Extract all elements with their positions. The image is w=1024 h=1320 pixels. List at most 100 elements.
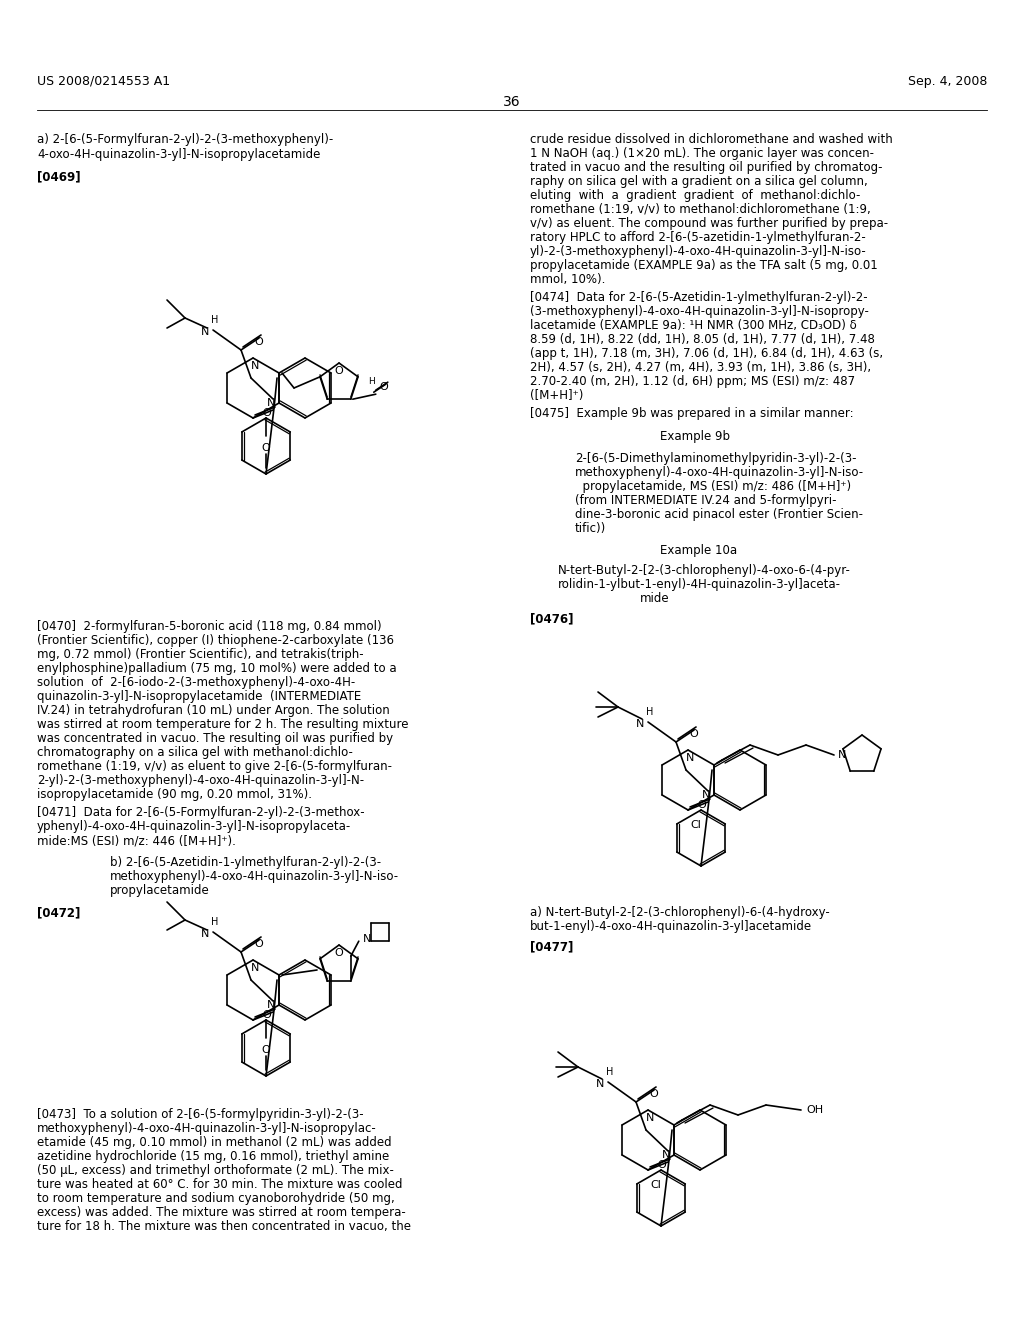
Text: N: N <box>596 1078 604 1089</box>
Text: O: O <box>255 939 263 949</box>
Text: chromatography on a silica gel with methanol:dichlo-: chromatography on a silica gel with meth… <box>37 746 353 759</box>
Text: O: O <box>697 800 707 810</box>
Text: mide:MS (ESI) m/z: 446 ([M+H]⁺).: mide:MS (ESI) m/z: 446 ([M+H]⁺). <box>37 834 236 847</box>
Text: [0474]  Data for 2-[6-(5-Azetidin-1-ylmethylfuran-2-yl)-2-: [0474] Data for 2-[6-(5-Azetidin-1-ylmet… <box>530 290 867 304</box>
Text: (Frontier Scientific), copper (I) thiophene-2-carboxylate (136: (Frontier Scientific), copper (I) thioph… <box>37 634 394 647</box>
Text: raphy on silica gel with a gradient on a silica gel column,: raphy on silica gel with a gradient on a… <box>530 176 867 187</box>
Text: Sep. 4, 2008: Sep. 4, 2008 <box>907 75 987 88</box>
Text: yl)-2-(3-methoxyphenyl)-4-oxo-4H-quinazolin-3-yl]-N-iso-: yl)-2-(3-methoxyphenyl)-4-oxo-4H-quinazo… <box>530 246 866 257</box>
Text: US 2008/0214553 A1: US 2008/0214553 A1 <box>37 75 170 88</box>
Text: rolidin-1-ylbut-1-enyl)-4H-quinazolin-3-yl]aceta-: rolidin-1-ylbut-1-enyl)-4H-quinazolin-3-… <box>558 578 841 591</box>
Text: N: N <box>662 1150 670 1160</box>
Text: [0476]: [0476] <box>530 612 573 624</box>
Text: N: N <box>251 360 259 371</box>
Text: N: N <box>251 964 259 973</box>
Text: 36: 36 <box>503 95 521 110</box>
Text: solution  of  2-[6-iodo-2-(3-methoxyphenyl)-4-oxo-4H-: solution of 2-[6-iodo-2-(3-methoxyphenyl… <box>37 676 355 689</box>
Text: methoxyphenyl)-4-oxo-4H-quinazolin-3-yl]-N-iso-: methoxyphenyl)-4-oxo-4H-quinazolin-3-yl]… <box>575 466 864 479</box>
Text: N: N <box>646 1113 654 1123</box>
Text: to room temperature and sodium cyanoborohydride (50 mg,: to room temperature and sodium cyanoboro… <box>37 1192 394 1205</box>
Text: lacetamide (EXAMPLE 9a): ¹H NMR (300 MHz, CD₃OD) δ: lacetamide (EXAMPLE 9a): ¹H NMR (300 MHz… <box>530 319 857 333</box>
Text: eluting  with  a  gradient  gradient  of  methanol:dichlo-: eluting with a gradient gradient of meth… <box>530 189 860 202</box>
Text: trated in vacuo and the resulting oil purified by chromatog-: trated in vacuo and the resulting oil pu… <box>530 161 883 174</box>
Text: ture was heated at 60° C. for 30 min. The mixture was cooled: ture was heated at 60° C. for 30 min. Th… <box>37 1177 402 1191</box>
Text: 2H), 4.57 (s, 2H), 4.27 (m, 4H), 3.93 (m, 1H), 3.86 (s, 3H),: 2H), 4.57 (s, 2H), 4.27 (m, 4H), 3.93 (m… <box>530 360 871 374</box>
Text: 1 N NaOH (aq.) (1×20 mL). The organic layer was concen-: 1 N NaOH (aq.) (1×20 mL). The organic la… <box>530 147 874 160</box>
Text: N: N <box>636 719 644 729</box>
Text: [0472]: [0472] <box>37 906 80 919</box>
Text: [0471]  Data for 2-[6-(5-Formylfuran-2-yl)-2-(3-methox-: [0471] Data for 2-[6-(5-Formylfuran-2-yl… <box>37 807 365 818</box>
Text: v/v) as eluent. The compound was further purified by prepa-: v/v) as eluent. The compound was further… <box>530 216 888 230</box>
Text: was concentrated in vacuo. The resulting oil was purified by: was concentrated in vacuo. The resulting… <box>37 733 393 744</box>
Text: H: H <box>211 315 219 325</box>
Text: 2-[6-(5-Dimethylaminomethylpyridin-3-yl)-2-(3-: 2-[6-(5-Dimethylaminomethylpyridin-3-yl)… <box>575 451 856 465</box>
Text: ture for 18 h. The mixture was then concentrated in vacuo, the: ture for 18 h. The mixture was then conc… <box>37 1220 411 1233</box>
Text: O: O <box>263 408 271 418</box>
Text: Example 10a: Example 10a <box>660 544 737 557</box>
Text: O: O <box>262 1045 270 1055</box>
Text: O: O <box>649 1089 658 1100</box>
Text: O: O <box>262 444 270 453</box>
Text: N: N <box>267 1001 275 1010</box>
Text: excess) was added. The mixture was stirred at room tempera-: excess) was added. The mixture was stirr… <box>37 1206 406 1218</box>
Text: [0469]: [0469] <box>37 170 81 183</box>
Text: [0477]: [0477] <box>530 940 573 953</box>
Text: O: O <box>255 337 263 347</box>
Text: (from INTERMEDIATE IV.24 and 5-formylpyri-: (from INTERMEDIATE IV.24 and 5-formylpyr… <box>575 494 837 507</box>
Text: methoxyphenyl)-4-oxo-4H-quinazolin-3-yl]-N-iso-: methoxyphenyl)-4-oxo-4H-quinazolin-3-yl]… <box>110 870 399 883</box>
Text: propylacetamide: propylacetamide <box>110 884 210 898</box>
Text: propylacetamide, MS (ESI) m/z: 486 ([M+H]⁺): propylacetamide, MS (ESI) m/z: 486 ([M+H… <box>575 480 851 492</box>
Text: N: N <box>686 752 694 763</box>
Text: mg, 0.72 mmol) (Frontier Scientific), and tetrakis(triph-: mg, 0.72 mmol) (Frontier Scientific), an… <box>37 648 364 661</box>
Text: azetidine hydrochloride (15 mg, 0.16 mmol), triethyl amine: azetidine hydrochloride (15 mg, 0.16 mmo… <box>37 1150 389 1163</box>
Text: ratory HPLC to afford 2-[6-(5-azetidin-1-ylmethylfuran-2-: ratory HPLC to afford 2-[6-(5-azetidin-1… <box>530 231 865 244</box>
Text: yphenyl)-4-oxo-4H-quinazolin-3-yl]-N-isopropylaceta-: yphenyl)-4-oxo-4H-quinazolin-3-yl]-N-iso… <box>37 820 351 833</box>
Text: propylacetamide (EXAMPLE 9a) as the TFA salt (5 mg, 0.01: propylacetamide (EXAMPLE 9a) as the TFA … <box>530 259 878 272</box>
Text: O: O <box>657 1160 667 1170</box>
Text: H: H <box>606 1067 613 1077</box>
Text: mide: mide <box>640 591 670 605</box>
Text: H: H <box>646 708 653 717</box>
Text: [0470]  2-formylfuran-5-boronic acid (118 mg, 0.84 mmol): [0470] 2-formylfuran-5-boronic acid (118… <box>37 620 382 634</box>
Text: enylphosphine)palladium (75 mg, 10 mol%) were added to a: enylphosphine)palladium (75 mg, 10 mol%)… <box>37 663 396 675</box>
Text: isopropylacetamide (90 mg, 0.20 mmol, 31%).: isopropylacetamide (90 mg, 0.20 mmol, 31… <box>37 788 312 801</box>
Text: N: N <box>267 399 275 408</box>
Text: N: N <box>701 789 711 800</box>
Text: 4-oxo-4H-quinazolin-3-yl]-N-isopropylacetamide: 4-oxo-4H-quinazolin-3-yl]-N-isopropylace… <box>37 148 321 161</box>
Text: b) 2-[6-(5-Azetidin-1-ylmethylfuran-2-yl)-2-(3-: b) 2-[6-(5-Azetidin-1-ylmethylfuran-2-yl… <box>110 855 381 869</box>
Text: Cl: Cl <box>690 820 701 830</box>
Text: O: O <box>263 1010 271 1020</box>
Text: N-tert-Butyl-2-[2-(3-chlorophenyl)-4-oxo-6-(4-pyr-: N-tert-Butyl-2-[2-(3-chlorophenyl)-4-oxo… <box>558 564 851 577</box>
Text: Cl: Cl <box>650 1180 662 1191</box>
Text: 2.70-2.40 (m, 2H), 1.12 (d, 6H) ppm; MS (ESI) m/z: 487: 2.70-2.40 (m, 2H), 1.12 (d, 6H) ppm; MS … <box>530 375 855 388</box>
Text: but-1-enyl)-4-oxo-4H-quinazolin-3-yl]acetamide: but-1-enyl)-4-oxo-4H-quinazolin-3-yl]ace… <box>530 920 812 933</box>
Text: OH: OH <box>807 1105 823 1115</box>
Text: H: H <box>369 376 375 385</box>
Text: 8.59 (d, 1H), 8.22 (dd, 1H), 8.05 (d, 1H), 7.77 (d, 1H), 7.48: 8.59 (d, 1H), 8.22 (dd, 1H), 8.05 (d, 1H… <box>530 333 874 346</box>
Text: H: H <box>211 917 219 927</box>
Text: [0475]  Example 9b was prepared in a similar manner:: [0475] Example 9b was prepared in a simi… <box>530 407 854 420</box>
Text: etamide (45 mg, 0.10 mmol) in methanol (2 mL) was added: etamide (45 mg, 0.10 mmol) in methanol (… <box>37 1137 391 1148</box>
Text: N: N <box>201 929 209 939</box>
Text: 2-yl)-2-(3-methoxyphenyl)-4-oxo-4H-quinazolin-3-yl]-N-: 2-yl)-2-(3-methoxyphenyl)-4-oxo-4H-quina… <box>37 774 365 787</box>
Text: mmol, 10%).: mmol, 10%). <box>530 273 605 286</box>
Text: Example 9b: Example 9b <box>660 430 730 444</box>
Text: N: N <box>362 935 371 944</box>
Text: (app t, 1H), 7.18 (m, 3H), 7.06 (d, 1H), 6.84 (d, 1H), 4.63 (s,: (app t, 1H), 7.18 (m, 3H), 7.06 (d, 1H),… <box>530 347 883 360</box>
Text: (50 μL, excess) and trimethyl orthoformate (2 mL). The mix-: (50 μL, excess) and trimethyl orthoforma… <box>37 1164 394 1177</box>
Text: tific)): tific)) <box>575 521 606 535</box>
Text: romethane (1:19, v/v) as eluent to give 2-[6-(5-formylfuran-: romethane (1:19, v/v) as eluent to give … <box>37 760 392 774</box>
Text: (3-methoxyphenyl)-4-oxo-4H-quinazolin-3-yl]-N-isopropy-: (3-methoxyphenyl)-4-oxo-4H-quinazolin-3-… <box>530 305 869 318</box>
Text: IV.24) in tetrahydrofuran (10 mL) under Argon. The solution: IV.24) in tetrahydrofuran (10 mL) under … <box>37 704 390 717</box>
Text: N: N <box>838 750 846 760</box>
Text: quinazolin-3-yl]-N-isopropylacetamide  (INTERMEDIATE: quinazolin-3-yl]-N-isopropylacetamide (I… <box>37 690 361 704</box>
Text: ([M+H]⁺): ([M+H]⁺) <box>530 389 584 403</box>
Text: O: O <box>689 729 698 739</box>
Text: a) N-tert-Butyl-2-[2-(3-chlorophenyl)-6-(4-hydroxy-: a) N-tert-Butyl-2-[2-(3-chlorophenyl)-6-… <box>530 906 829 919</box>
Text: O: O <box>335 948 343 958</box>
Text: [0473]  To a solution of 2-[6-(5-formylpyridin-3-yl)-2-(3-: [0473] To a solution of 2-[6-(5-formylpy… <box>37 1107 364 1121</box>
Text: N: N <box>201 327 209 337</box>
Text: dine-3-boronic acid pinacol ester (Frontier Scien-: dine-3-boronic acid pinacol ester (Front… <box>575 508 863 521</box>
Text: O: O <box>380 383 388 392</box>
Text: methoxyphenyl)-4-oxo-4H-quinazolin-3-yl]-N-isopropylac-: methoxyphenyl)-4-oxo-4H-quinazolin-3-yl]… <box>37 1122 377 1135</box>
